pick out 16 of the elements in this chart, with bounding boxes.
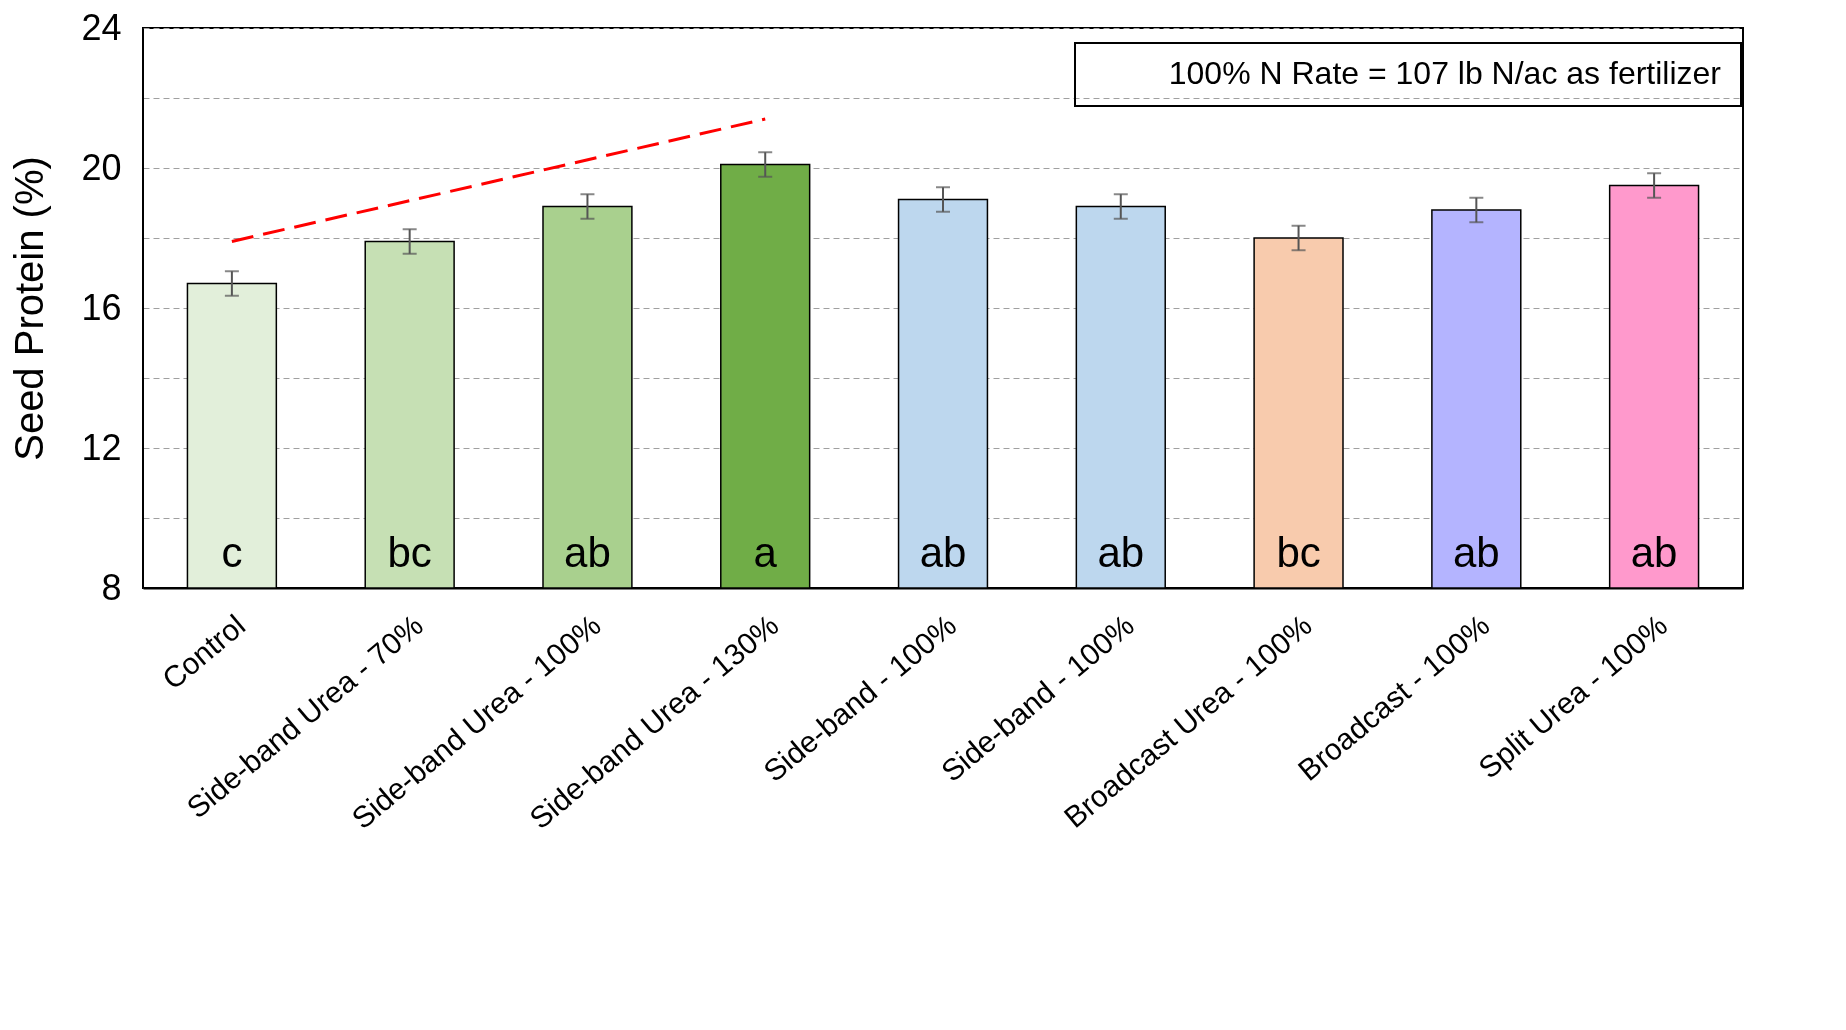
annotation: 100% N Rate = 107 lb N/ac as fertilizer (1168, 55, 1722, 91)
annotation: ab (1452, 529, 1500, 576)
annotation: ab (1097, 529, 1145, 576)
annotation: bc (387, 529, 432, 576)
y-tick-label: 8 (101, 566, 122, 608)
annotation: a (753, 529, 778, 576)
y-tick-label: 24 (81, 6, 122, 48)
y-tick-label: 16 (81, 286, 122, 328)
y-tick-label: 12 (81, 426, 122, 468)
y-axis-title: Seed Protein (%) (7, 156, 52, 461)
annotation: ab (1630, 529, 1678, 576)
annotation: c (221, 529, 243, 576)
annotation: bc (1276, 529, 1321, 576)
y-tick-label: 20 (81, 146, 122, 188)
annotation: ab (564, 529, 611, 576)
annotation: ab (919, 529, 967, 576)
